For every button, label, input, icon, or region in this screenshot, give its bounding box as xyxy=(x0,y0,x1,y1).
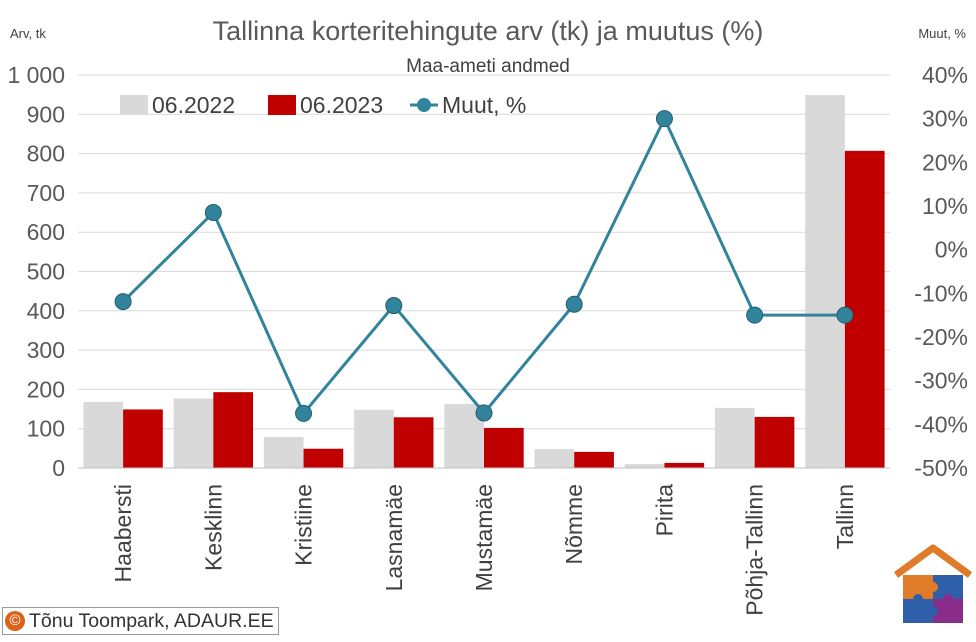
y2-tick-label: 10% xyxy=(922,193,968,219)
chart-svg: Tallinna korteritehingute arv (tk) ja mu… xyxy=(0,0,976,637)
x-tick-label: Tallinn xyxy=(832,484,858,549)
y-tick-label: 300 xyxy=(27,337,65,363)
y-tick-label: 900 xyxy=(27,101,65,127)
x-tick-label: Kesklinn xyxy=(200,484,226,571)
bar-06-2022 xyxy=(805,95,845,468)
change-marker xyxy=(747,307,763,323)
x-tick-label: Põhja-Tallinn xyxy=(742,484,768,616)
legend-marker-swatch xyxy=(417,98,431,112)
bar-06-2022 xyxy=(354,410,394,468)
y2-tick-label: -30% xyxy=(914,368,968,394)
bar-06-2022 xyxy=(174,398,214,468)
change-marker xyxy=(386,298,402,314)
change-marker xyxy=(566,296,582,312)
y-tick-label: 800 xyxy=(27,141,65,167)
change-marker xyxy=(115,294,131,310)
y2-tick-label: 20% xyxy=(922,149,968,175)
legend-label-06-2023: 06.2023 xyxy=(300,92,383,118)
chart-title: Tallinna korteritehingute arv (tk) ja mu… xyxy=(213,16,764,46)
copyright-badge: © Tõnu Toompark, ADAUR.EE xyxy=(2,607,279,635)
change-marker xyxy=(296,405,312,421)
y-tick-label: 700 xyxy=(27,180,65,206)
y-tick-label: 200 xyxy=(27,376,65,402)
y2-tick-label: 30% xyxy=(922,106,968,132)
adaur-logo xyxy=(896,548,970,623)
x-tick-label: Kristiine xyxy=(291,484,317,566)
x-tick-label: Pirita xyxy=(651,484,677,537)
legend-swatch-06-2023 xyxy=(268,95,296,115)
y2-axis-label: Muut, % xyxy=(918,26,966,41)
y2-tick-label: 0% xyxy=(935,237,968,263)
change-marker xyxy=(205,205,221,221)
bar-06-2023 xyxy=(304,449,344,468)
x-tick-label: Mustamäe xyxy=(471,484,497,591)
bar-06-2023 xyxy=(664,463,704,468)
y2-tick-label: -20% xyxy=(914,324,968,350)
legend-label-06-2022: 06.2022 xyxy=(152,92,235,118)
y-tick-label: 600 xyxy=(27,219,65,245)
bar-06-2023 xyxy=(484,428,524,468)
bar-06-2022 xyxy=(535,449,575,468)
y-tick-label: 100 xyxy=(27,416,65,442)
x-tick-label: Nõmme xyxy=(561,484,587,565)
change-marker xyxy=(837,307,853,323)
bar-06-2023 xyxy=(123,409,163,468)
bar-06-2023 xyxy=(574,452,614,468)
change-marker xyxy=(656,111,672,127)
y2-tick-label: -10% xyxy=(914,280,968,306)
y2-tick-label: -50% xyxy=(914,455,968,481)
chart-subtitle: Maa-ameti andmed xyxy=(406,56,570,77)
change-marker xyxy=(476,405,492,421)
y-tick-label: 400 xyxy=(27,298,65,324)
y-tick-label: 0 xyxy=(52,455,65,481)
bar-06-2022 xyxy=(715,408,755,468)
legend-label-change: Muut, % xyxy=(442,92,526,118)
bar-06-2022 xyxy=(264,437,304,468)
legend-swatch-06-2022 xyxy=(120,95,148,115)
bar-06-2022 xyxy=(625,464,665,468)
bar-06-2023 xyxy=(394,417,434,468)
x-tick-label: Haabersti xyxy=(110,484,136,582)
y-axis-label: Arv, tk xyxy=(10,26,46,41)
y2-tick-label: 40% xyxy=(922,62,968,88)
change-line xyxy=(123,119,845,414)
bar-06-2023 xyxy=(755,417,795,468)
y-tick-label: 500 xyxy=(27,259,65,285)
copyright-text: Tõnu Toompark, ADAUR.EE xyxy=(29,610,274,633)
copyright-icon: © xyxy=(5,611,25,631)
bar-06-2023 xyxy=(213,392,253,468)
x-tick-label: Lasnamäe xyxy=(381,484,407,591)
chart: Tallinna korteritehingute arv (tk) ja mu… xyxy=(0,0,976,637)
y2-tick-label: -40% xyxy=(914,411,968,437)
bar-06-2022 xyxy=(83,402,123,468)
y-tick-label: 1 000 xyxy=(7,62,65,88)
